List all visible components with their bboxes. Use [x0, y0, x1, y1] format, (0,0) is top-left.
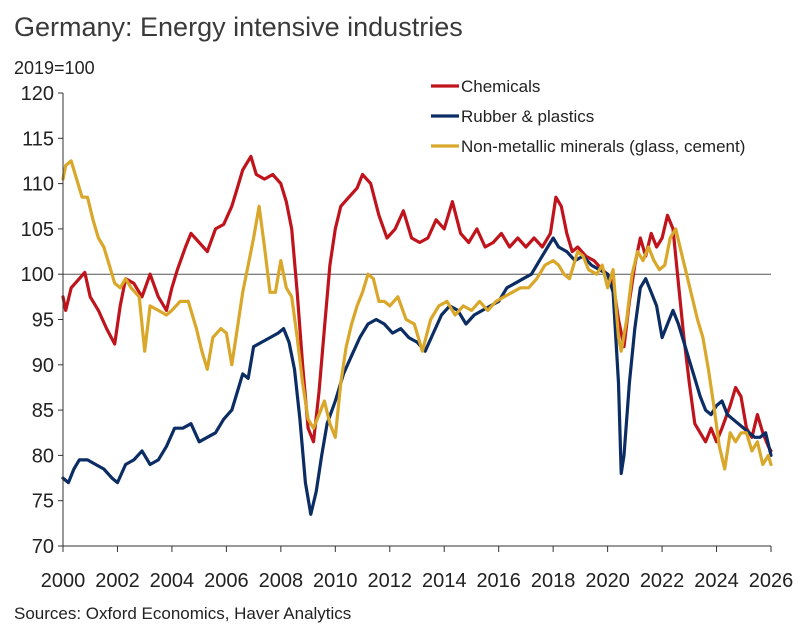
x-tick-label: 2016 [476, 570, 521, 592]
chart-title: Germany: Energy intensive industries [14, 12, 463, 42]
source-note: Sources: Oxford Economics, Haver Analyti… [14, 604, 352, 623]
legend: Chemicals Rubber & plastics Non-metallic m… [431, 77, 745, 156]
x-tick-label: 2002 [95, 570, 140, 592]
x-tick-label: 2018 [531, 570, 576, 592]
y-tick-label: 75 [32, 491, 54, 513]
y-tick-label: 70 [32, 536, 54, 558]
y-tick-label: 100 [21, 264, 54, 286]
units-label: 2019=100 [14, 58, 95, 78]
series-line-1 [61, 154, 773, 453]
series-line-2 [61, 236, 773, 516]
y-tick-label: 95 [32, 310, 54, 332]
x-tick-label: 2012 [368, 570, 413, 592]
x-tick-label: 2026 [749, 570, 794, 592]
y-tick-label: 110 [22, 174, 54, 196]
legend-label-2: Rubber & plastics [461, 107, 594, 126]
series-layer [61, 154, 773, 516]
y-tick-label: 115 [22, 128, 54, 150]
x-tick-label: 2004 [150, 570, 195, 592]
y-tick-label: 85 [32, 400, 54, 422]
x-tick-label: 2014 [422, 570, 467, 592]
y-tick-label: 90 [32, 355, 54, 377]
y-tick-label: 120 [21, 83, 54, 105]
x-tick-label: 2024 [694, 570, 739, 592]
x-tick-label: 2000 [41, 570, 86, 592]
x-tick-label: 2006 [204, 570, 249, 592]
y-tick-label: 105 [21, 219, 54, 241]
axis-layer: 70 75 80 85 90 95 100 105 110 115 120 2000 2002 2004 2… [21, 83, 794, 592]
x-tick-label: 2022 [640, 570, 685, 592]
legend-label-1: Chemicals [461, 77, 540, 96]
y-tick-label: 80 [32, 445, 54, 467]
series-line-3 [61, 159, 773, 471]
x-tick-label: 2010 [313, 570, 358, 592]
x-tick-label: 2020 [585, 570, 630, 592]
legend-label-3: Non-metallic minerals (glass, cement) [461, 137, 745, 156]
x-tick-label: 2008 [259, 570, 304, 592]
